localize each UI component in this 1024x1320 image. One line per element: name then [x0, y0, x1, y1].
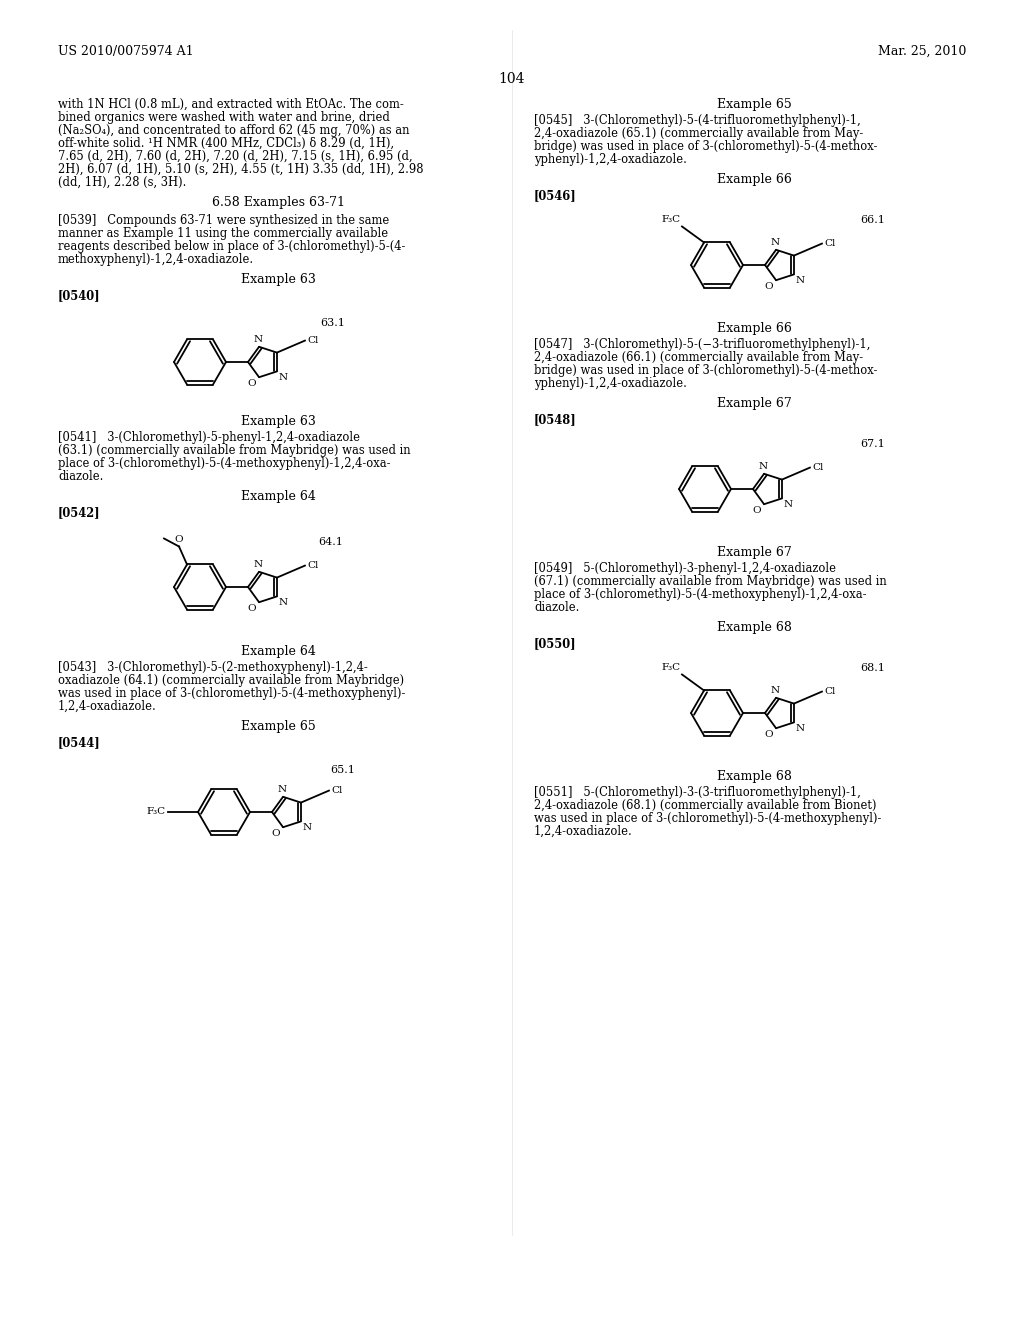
Text: 2,4-oxadiazole (65.1) (commercially available from May-: 2,4-oxadiazole (65.1) (commercially avai… — [534, 127, 863, 140]
Text: 63.1: 63.1 — [319, 318, 345, 327]
Text: Example 68: Example 68 — [717, 770, 792, 783]
Text: [0551]   5-(Chloromethyl)-3-(3-trifluoromethylphenyl)-1,: [0551] 5-(Chloromethyl)-3-(3-trifluorome… — [534, 785, 861, 799]
Text: Example 64: Example 64 — [241, 490, 315, 503]
Text: Cl: Cl — [307, 561, 318, 570]
Text: [0539]   Compounds 63-71 were synthesized in the same: [0539] Compounds 63-71 were synthesized … — [58, 214, 389, 227]
Text: 68.1: 68.1 — [860, 663, 885, 673]
Text: reagents described below in place of 3-(chloromethyl)-5-(4-: reagents described below in place of 3-(… — [58, 240, 406, 253]
Text: [0545]   3-(Chloromethyl)-5-(4-trifluoromethylphenyl)-1,: [0545] 3-(Chloromethyl)-5-(4-trifluorome… — [534, 114, 861, 127]
Text: 64.1: 64.1 — [318, 537, 343, 546]
Text: 2,4-oxadiazole (66.1) (commercially available from May-: 2,4-oxadiazole (66.1) (commercially avai… — [534, 351, 863, 364]
Text: N: N — [279, 598, 288, 607]
Text: bridge) was used in place of 3-(chloromethyl)-5-(4-methox-: bridge) was used in place of 3-(chlorome… — [534, 364, 878, 378]
Text: F₃C: F₃C — [146, 808, 166, 817]
Text: O: O — [765, 730, 773, 739]
Text: N: N — [303, 824, 312, 833]
Text: N: N — [279, 374, 288, 383]
Text: Example 67: Example 67 — [717, 546, 792, 558]
Text: (63.1) (commercially available from Maybridge) was used in: (63.1) (commercially available from Mayb… — [58, 444, 411, 457]
Text: [0548]: [0548] — [534, 413, 577, 426]
Text: N: N — [278, 785, 287, 793]
Text: Example 63: Example 63 — [241, 414, 315, 428]
Text: place of 3-(chloromethyl)-5-(4-methoxyphenyl)-1,2,4-oxa-: place of 3-(chloromethyl)-5-(4-methoxyph… — [534, 587, 866, 601]
Text: Example 65: Example 65 — [241, 719, 315, 733]
Text: Example 66: Example 66 — [717, 173, 792, 186]
Text: bridge) was used in place of 3-(chloromethyl)-5-(4-methox-: bridge) was used in place of 3-(chlorome… — [534, 140, 878, 153]
Text: diazole.: diazole. — [534, 601, 580, 614]
Text: F₃C: F₃C — [662, 664, 681, 672]
Text: Example 67: Example 67 — [717, 397, 792, 411]
Text: bined organics were washed with water and brine, dried: bined organics were washed with water an… — [58, 111, 390, 124]
Text: 66.1: 66.1 — [860, 215, 885, 224]
Text: N: N — [796, 276, 805, 285]
Text: with 1N HCl (0.8 mL), and extracted with EtOAc. The com-: with 1N HCl (0.8 mL), and extracted with… — [58, 98, 403, 111]
Text: 67.1: 67.1 — [860, 440, 885, 449]
Text: O: O — [271, 829, 280, 838]
Text: (67.1) (commercially available from Maybridge) was used in: (67.1) (commercially available from Mayb… — [534, 576, 887, 587]
Text: 2,4-oxadiazole (68.1) (commercially available from Bionet): 2,4-oxadiazole (68.1) (commercially avai… — [534, 799, 877, 812]
Text: Example 65: Example 65 — [717, 98, 792, 111]
Text: Cl: Cl — [824, 688, 836, 696]
Text: [0542]: [0542] — [58, 506, 100, 519]
Text: 6.58 Examples 63-71: 6.58 Examples 63-71 — [212, 195, 344, 209]
Text: Cl: Cl — [812, 463, 823, 473]
Text: Example 63: Example 63 — [241, 273, 315, 286]
Text: Example 66: Example 66 — [717, 322, 792, 335]
Text: diazole.: diazole. — [58, 470, 103, 483]
Text: [0543]   3-(Chloromethyl)-5-(2-methoxyphenyl)-1,2,4-: [0543] 3-(Chloromethyl)-5-(2-methoxyphen… — [58, 661, 368, 675]
Text: Example 64: Example 64 — [241, 645, 315, 657]
Text: N: N — [784, 500, 793, 510]
Text: 104: 104 — [499, 73, 525, 86]
Text: off-white solid. ¹H NMR (400 MHz, CDCl₃) δ 8.29 (d, 1H),: off-white solid. ¹H NMR (400 MHz, CDCl₃)… — [58, 137, 394, 150]
Text: methoxyphenyl)-1,2,4-oxadiazole.: methoxyphenyl)-1,2,4-oxadiazole. — [58, 253, 254, 267]
Text: 2H), 6.07 (d, 1H), 5.10 (s, 2H), 4.55 (t, 1H) 3.35 (dd, 1H), 2.98: 2H), 6.07 (d, 1H), 5.10 (s, 2H), 4.55 (t… — [58, 162, 424, 176]
Text: place of 3-(chloromethyl)-5-(4-methoxyphenyl)-1,2,4-oxa-: place of 3-(chloromethyl)-5-(4-methoxyph… — [58, 457, 390, 470]
Text: yphenyl)-1,2,4-oxadiazole.: yphenyl)-1,2,4-oxadiazole. — [534, 378, 687, 389]
Text: F₃C: F₃C — [662, 215, 681, 224]
Text: [0547]   3-(Chloromethyl)-5-(−3-trifluoromethylphenyl)-1,: [0547] 3-(Chloromethyl)-5-(−3-trifluorom… — [534, 338, 870, 351]
Text: Cl: Cl — [824, 239, 836, 248]
Text: [0550]: [0550] — [534, 638, 577, 649]
Text: [0549]   5-(Chloromethyl)-3-phenyl-1,2,4-oxadiazole: [0549] 5-(Chloromethyl)-3-phenyl-1,2,4-o… — [534, 562, 836, 576]
Text: US 2010/0075974 A1: US 2010/0075974 A1 — [58, 45, 194, 58]
Text: 1,2,4-oxadiazole.: 1,2,4-oxadiazole. — [58, 700, 157, 713]
Text: [0546]: [0546] — [534, 189, 577, 202]
Text: O: O — [753, 506, 761, 515]
Text: N: N — [770, 238, 779, 247]
Text: N: N — [796, 725, 805, 734]
Text: Mar. 25, 2010: Mar. 25, 2010 — [878, 45, 966, 58]
Text: Cl: Cl — [307, 337, 318, 345]
Text: 1,2,4-oxadiazole.: 1,2,4-oxadiazole. — [534, 825, 633, 838]
Text: [0544]: [0544] — [58, 737, 100, 748]
Text: Cl: Cl — [331, 787, 342, 795]
Text: (Na₂SO₄), and concentrated to afford 62 (45 mg, 70%) as an: (Na₂SO₄), and concentrated to afford 62 … — [58, 124, 410, 137]
Text: O: O — [248, 605, 256, 614]
Text: N: N — [254, 335, 262, 343]
Text: [0540]: [0540] — [58, 289, 100, 302]
Text: N: N — [770, 686, 779, 694]
Text: N: N — [759, 462, 768, 471]
Text: yphenyl)-1,2,4-oxadiazole.: yphenyl)-1,2,4-oxadiazole. — [534, 153, 687, 166]
Text: Example 68: Example 68 — [717, 620, 792, 634]
Text: (dd, 1H), 2.28 (s, 3H).: (dd, 1H), 2.28 (s, 3H). — [58, 176, 186, 189]
Text: 7.65 (d, 2H), 7.60 (d, 2H), 7.20 (d, 2H), 7.15 (s, 1H), 6.95 (d,: 7.65 (d, 2H), 7.60 (d, 2H), 7.20 (d, 2H)… — [58, 150, 413, 162]
Text: was used in place of 3-(chloromethyl)-5-(4-methoxyphenyl)-: was used in place of 3-(chloromethyl)-5-… — [534, 812, 882, 825]
Text: O: O — [248, 379, 256, 388]
Text: manner as Example 11 using the commercially available: manner as Example 11 using the commercia… — [58, 227, 388, 240]
Text: oxadiazole (64.1) (commercially available from Maybridge): oxadiazole (64.1) (commercially availabl… — [58, 675, 404, 686]
Text: O: O — [765, 282, 773, 292]
Text: [0541]   3-(Chloromethyl)-5-phenyl-1,2,4-oxadiazole: [0541] 3-(Chloromethyl)-5-phenyl-1,2,4-o… — [58, 432, 360, 444]
Text: was used in place of 3-(chloromethyl)-5-(4-methoxyphenyl)-: was used in place of 3-(chloromethyl)-5-… — [58, 686, 406, 700]
Text: N: N — [254, 560, 262, 569]
Text: 65.1: 65.1 — [330, 766, 355, 775]
Text: O: O — [175, 536, 183, 544]
